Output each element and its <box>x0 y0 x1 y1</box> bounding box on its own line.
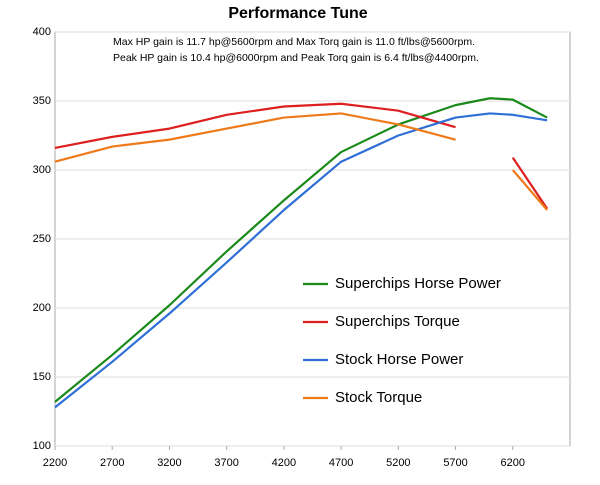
y-tick-label: 100 <box>33 440 51 452</box>
x-tick-label: 3700 <box>214 457 238 469</box>
x-tick-label: 5200 <box>386 457 410 469</box>
y-tick-label: 250 <box>33 233 51 245</box>
x-tick-label: 3200 <box>157 457 181 469</box>
x-tick-label: 4700 <box>329 457 353 469</box>
legend-label: Superchips Horse Power <box>335 275 501 292</box>
series-line <box>54 112 548 211</box>
series-line <box>54 112 548 409</box>
x-tick-label: 2200 <box>43 457 67 469</box>
y-tick-label: 400 <box>33 26 51 38</box>
y-tick-label: 350 <box>33 95 51 107</box>
x-tick-label: 4200 <box>272 457 296 469</box>
legend-label: Stock Torque <box>335 389 422 406</box>
series-line <box>54 97 548 403</box>
y-tick-label: 150 <box>33 371 51 383</box>
series-line <box>54 102 549 210</box>
chart-title: Performance Tune <box>228 5 367 22</box>
legend-label: Stock Horse Power <box>335 351 463 368</box>
y-tick-label: 200 <box>33 302 51 314</box>
x-tick-label: 5700 <box>443 457 467 469</box>
x-tick-label: 6200 <box>501 457 525 469</box>
annotation: Max HP gain is 11.7 hp@5600rpm and Max T… <box>113 36 475 48</box>
annotation: Peak HP gain is 10.4 hp@6000rpm and Peak… <box>113 52 479 64</box>
x-tick-label: 2700 <box>100 457 124 469</box>
legend-label: Superchips Torque <box>335 313 460 330</box>
y-tick-label: 300 <box>33 164 51 176</box>
